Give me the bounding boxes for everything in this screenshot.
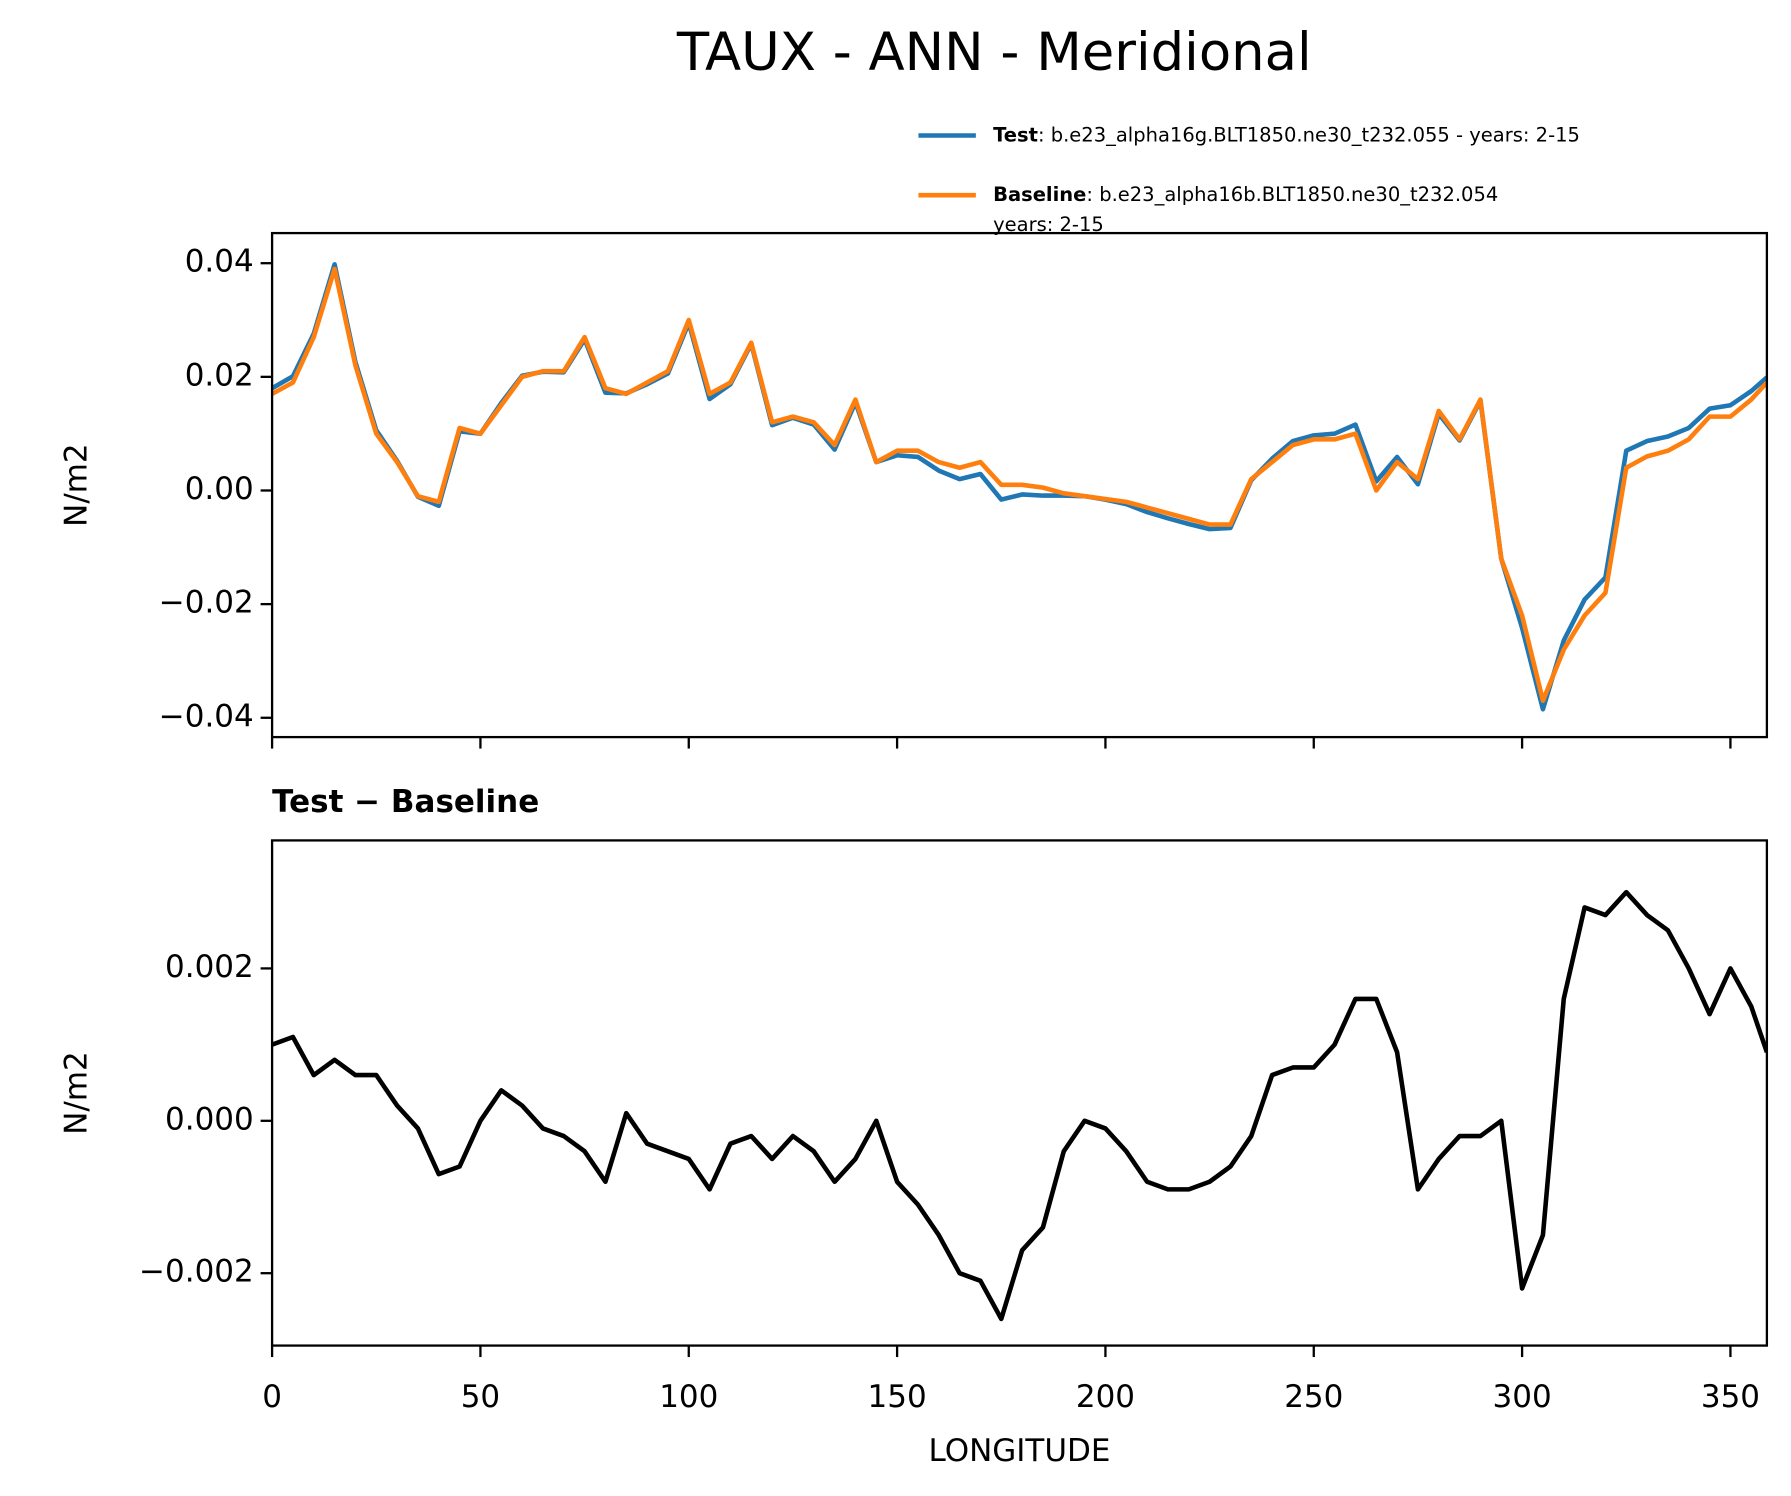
plot-area	[272, 889, 1767, 1322]
chart-title: TAUX - ANN - Meridional	[676, 22, 1312, 83]
y-axis-label: N/m2	[59, 443, 95, 527]
data-line	[272, 889, 1767, 1322]
x-tick-label: 250	[1284, 1379, 1343, 1415]
x-tick-label: 150	[868, 1379, 927, 1415]
y-tick-label: −0.02	[159, 585, 254, 621]
x-tick-label: 200	[1076, 1379, 1135, 1415]
x-axis-label: LONGITUDE	[929, 1433, 1111, 1469]
y-tick-label: −0.04	[159, 698, 254, 734]
legend-text: : b.e23_alpha16g.BLT1850.ne30_t232.055 -…	[1038, 123, 1580, 146]
legend-label: Test: b.e23_alpha16g.BLT1850.ne30_t232.0…	[993, 123, 1580, 146]
legend-name: Test	[993, 123, 1038, 146]
x-tick-label: 350	[1701, 1379, 1760, 1415]
x-tick-label: 50	[461, 1379, 500, 1415]
axes-frame	[270, 839, 1769, 1347]
y-tick-label: 0.00	[185, 471, 254, 507]
y-tick-label: 0.02	[185, 357, 254, 393]
x-tick-label: 0	[262, 1379, 282, 1415]
legend-text: : b.e23_alpha16b.BLT1850.ne30_t232.054	[1086, 183, 1498, 206]
legend-name: Baseline	[993, 183, 1086, 206]
y-tick-label: 0.000	[165, 1101, 254, 1137]
y-tick-label: −0.002	[139, 1254, 254, 1290]
legend-text: years: 2-15	[993, 213, 1104, 236]
x-tick-label: 300	[1493, 1379, 1552, 1415]
y-axis-label: N/m2	[59, 1051, 95, 1135]
data-line	[272, 266, 1767, 704]
y-tick-label: 0.04	[185, 244, 254, 280]
y-tick-label: 0.002	[165, 949, 254, 985]
subplot-title: Test − Baseline	[272, 784, 539, 820]
plot-area	[272, 262, 1767, 712]
x-tick-label: 100	[659, 1379, 718, 1415]
axes-frame	[270, 231, 1769, 739]
legend-label: Baseline: b.e23_alpha16b.BLT1850.ne30_t2…	[993, 183, 1498, 236]
